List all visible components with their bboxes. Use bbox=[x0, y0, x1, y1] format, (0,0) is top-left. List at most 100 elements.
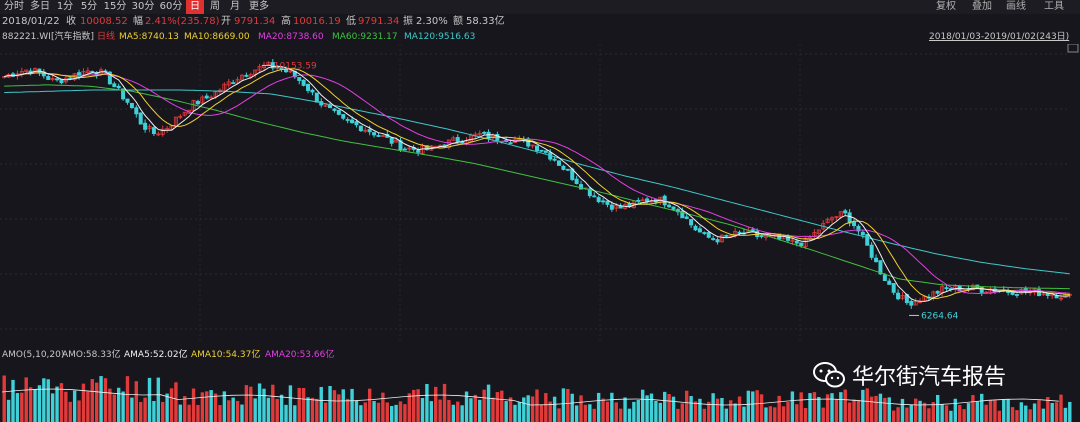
candle bbox=[244, 74, 249, 77]
tab-9[interactable]: 月 bbox=[230, 1, 240, 12]
candle bbox=[59, 79, 64, 84]
volume-bar bbox=[918, 400, 922, 422]
candle bbox=[869, 244, 874, 258]
tab-0[interactable]: 分时 bbox=[4, 1, 24, 12]
candle bbox=[508, 142, 513, 145]
volume-bar bbox=[812, 392, 817, 422]
volume-bar bbox=[55, 386, 59, 422]
candle bbox=[112, 83, 117, 87]
candle bbox=[138, 112, 143, 125]
candle bbox=[825, 218, 830, 223]
volume-bar bbox=[403, 404, 407, 422]
tab-10[interactable]: 更多 bbox=[249, 1, 269, 12]
tab-8[interactable]: 周 bbox=[210, 1, 220, 12]
candle bbox=[689, 219, 694, 226]
volume-bar bbox=[958, 405, 962, 422]
volume-bar bbox=[645, 395, 649, 422]
volume-bar bbox=[781, 406, 786, 422]
tool-3[interactable]: 工具 bbox=[1044, 1, 1064, 12]
volume-bar bbox=[905, 407, 909, 422]
volume-bar bbox=[803, 408, 808, 422]
volume-bar bbox=[667, 394, 671, 422]
candlestick-chart[interactable]: 10153.59 6264.64 bbox=[0, 44, 1080, 349]
candle bbox=[526, 138, 531, 147]
volume-bar bbox=[843, 389, 847, 422]
candle bbox=[90, 71, 95, 73]
volume-bar bbox=[839, 392, 843, 422]
candle bbox=[856, 225, 861, 232]
candle bbox=[288, 70, 293, 73]
volume-bar bbox=[1002, 399, 1006, 422]
tool-1[interactable]: 叠加 bbox=[972, 1, 992, 12]
candle bbox=[887, 280, 892, 285]
volume-bar bbox=[874, 395, 878, 422]
volume-bar bbox=[398, 401, 403, 422]
candle bbox=[416, 150, 421, 153]
volume-bar bbox=[1063, 407, 1068, 422]
index-name: [汽车指数] bbox=[51, 32, 95, 42]
candle bbox=[587, 188, 592, 197]
volume-bar bbox=[134, 381, 139, 422]
candle bbox=[11, 73, 16, 77]
candle bbox=[24, 69, 29, 73]
volume-bar bbox=[341, 389, 345, 422]
candle bbox=[697, 228, 702, 233]
volume-bar bbox=[1010, 407, 1015, 422]
volume-bar bbox=[209, 390, 213, 422]
tab-5[interactable]: 30分 bbox=[131, 1, 155, 12]
volume-bar bbox=[257, 383, 262, 422]
tool-2[interactable]: 画线 bbox=[1006, 1, 1026, 12]
volume-bar bbox=[544, 393, 548, 422]
tab-2[interactable]: 1分 bbox=[56, 1, 74, 12]
candle bbox=[882, 274, 887, 282]
volume-bar bbox=[244, 385, 249, 422]
candle bbox=[195, 100, 200, 105]
volume-bar bbox=[143, 397, 147, 422]
axis-toggle bbox=[1067, 44, 1079, 53]
volume-bar bbox=[729, 400, 733, 422]
volume-bar bbox=[711, 393, 715, 422]
volume-bar bbox=[856, 399, 861, 422]
volume-bar bbox=[464, 391, 469, 422]
candle bbox=[794, 240, 799, 244]
tab-3[interactable]: 5分 bbox=[80, 1, 98, 12]
candle bbox=[486, 131, 491, 139]
volume-bar bbox=[486, 384, 491, 422]
volume-bar bbox=[442, 383, 447, 422]
volume-bar bbox=[112, 394, 116, 422]
volume-bar bbox=[416, 389, 420, 422]
volume-bar bbox=[130, 397, 134, 422]
volume-bar bbox=[878, 393, 883, 422]
candle bbox=[226, 81, 231, 86]
volume-bar bbox=[169, 388, 174, 422]
volume-bar bbox=[183, 396, 187, 422]
ma10-line bbox=[4, 68, 1070, 299]
volume-bar bbox=[825, 394, 830, 422]
date-range[interactable]: 2018/01/03-2019/01/02(243日) bbox=[929, 32, 1070, 42]
volume-bar bbox=[196, 404, 200, 422]
volume-bar bbox=[640, 389, 645, 422]
candle bbox=[213, 91, 218, 97]
candle bbox=[323, 104, 328, 107]
volume-bar bbox=[1024, 405, 1028, 422]
volume-bar bbox=[773, 407, 777, 422]
volume-bar bbox=[235, 400, 240, 422]
volume-bar bbox=[504, 401, 508, 422]
volume-bar bbox=[451, 404, 456, 422]
tab-7[interactable]: 日 bbox=[186, 0, 204, 14]
candle bbox=[693, 225, 698, 231]
volume-header: AMO(5,10,20) AMO:58.33亿 AMA5:52.02亿 AMA1… bbox=[0, 349, 800, 361]
open-label: 开 bbox=[221, 16, 231, 27]
candle bbox=[482, 131, 487, 134]
candle bbox=[402, 148, 407, 151]
tab-4[interactable]: 15分 bbox=[103, 1, 127, 12]
volume-bar bbox=[720, 397, 724, 422]
candle bbox=[143, 122, 148, 130]
tab-6[interactable]: 60分 bbox=[159, 1, 183, 12]
volume-bar bbox=[993, 400, 997, 422]
candle bbox=[596, 197, 601, 203]
candle bbox=[301, 79, 306, 86]
tool-0[interactable]: 复权 bbox=[936, 1, 956, 12]
volume-bar bbox=[557, 408, 561, 422]
tab-1[interactable]: 多日 bbox=[30, 1, 50, 12]
